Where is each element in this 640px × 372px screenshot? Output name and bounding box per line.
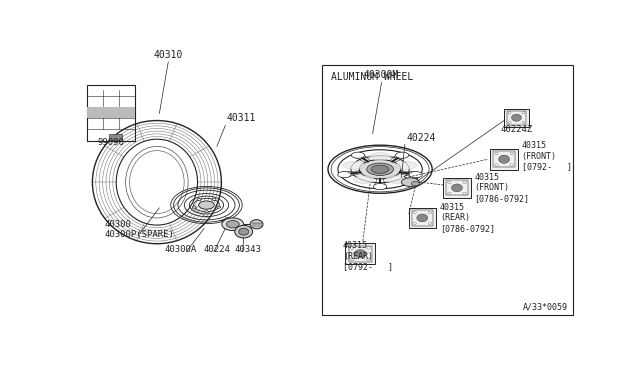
Ellipse shape bbox=[495, 152, 498, 155]
Text: 40311: 40311 bbox=[227, 113, 256, 124]
Text: 40300: 40300 bbox=[105, 220, 132, 230]
Text: 99090: 99090 bbox=[97, 138, 124, 147]
Bar bbox=[109, 134, 122, 140]
Ellipse shape bbox=[499, 155, 509, 163]
Ellipse shape bbox=[522, 122, 525, 124]
Bar bbox=[446, 180, 468, 195]
Ellipse shape bbox=[353, 176, 374, 183]
Text: 40300M: 40300M bbox=[364, 70, 399, 80]
Ellipse shape bbox=[351, 152, 365, 158]
Ellipse shape bbox=[350, 258, 354, 261]
Ellipse shape bbox=[409, 171, 422, 178]
Bar bbox=[88, 85, 134, 141]
Ellipse shape bbox=[350, 247, 354, 249]
Text: 40315
(REAR)
[0786-0792]: 40315 (REAR) [0786-0792] bbox=[440, 203, 495, 233]
Bar bbox=[412, 210, 433, 225]
Ellipse shape bbox=[217, 206, 221, 208]
Text: 40224Z: 40224Z bbox=[500, 125, 532, 134]
Text: A/33*0059: A/33*0059 bbox=[523, 303, 568, 312]
Ellipse shape bbox=[359, 160, 401, 179]
Ellipse shape bbox=[367, 163, 394, 176]
Text: 40315
(FRONT)
[0786-0792]: 40315 (FRONT) [0786-0792] bbox=[475, 173, 529, 203]
Ellipse shape bbox=[338, 171, 351, 178]
Bar bbox=[490, 149, 518, 170]
Ellipse shape bbox=[510, 152, 513, 155]
Ellipse shape bbox=[413, 211, 416, 214]
Ellipse shape bbox=[511, 114, 522, 121]
Ellipse shape bbox=[212, 199, 216, 201]
Ellipse shape bbox=[367, 258, 371, 261]
Text: 40315
(FRONT)
[0792-   ]: 40315 (FRONT) [0792- ] bbox=[522, 141, 572, 171]
Ellipse shape bbox=[522, 112, 525, 114]
Ellipse shape bbox=[396, 161, 417, 169]
Ellipse shape bbox=[401, 178, 419, 186]
Text: 40300P(SPARE): 40300P(SPARE) bbox=[105, 230, 175, 240]
Text: 40224: 40224 bbox=[204, 245, 231, 254]
Ellipse shape bbox=[451, 184, 463, 192]
Ellipse shape bbox=[448, 192, 451, 195]
Bar bbox=[408, 208, 436, 228]
Ellipse shape bbox=[235, 225, 253, 238]
Text: 40343: 40343 bbox=[235, 245, 262, 254]
Bar bbox=[444, 178, 470, 198]
Ellipse shape bbox=[227, 221, 239, 228]
Ellipse shape bbox=[463, 192, 466, 195]
Ellipse shape bbox=[495, 164, 498, 166]
Bar bbox=[507, 111, 526, 125]
Text: 40315
(REAR)
[0792-   ]: 40315 (REAR) [0792- ] bbox=[343, 241, 393, 271]
Ellipse shape bbox=[386, 176, 407, 183]
Ellipse shape bbox=[448, 181, 451, 183]
Text: 40224: 40224 bbox=[406, 134, 436, 144]
Ellipse shape bbox=[463, 181, 466, 183]
Ellipse shape bbox=[239, 228, 249, 235]
Ellipse shape bbox=[355, 250, 366, 258]
Bar bbox=[88, 107, 134, 118]
Text: 40300A: 40300A bbox=[164, 245, 196, 254]
Ellipse shape bbox=[198, 201, 214, 209]
Bar bbox=[349, 246, 372, 262]
Ellipse shape bbox=[344, 161, 365, 169]
Ellipse shape bbox=[373, 183, 387, 190]
Ellipse shape bbox=[222, 218, 244, 231]
Ellipse shape bbox=[508, 112, 511, 114]
Ellipse shape bbox=[413, 222, 416, 225]
Ellipse shape bbox=[396, 152, 409, 158]
Ellipse shape bbox=[412, 181, 419, 186]
Ellipse shape bbox=[367, 247, 371, 249]
Text: 40310: 40310 bbox=[154, 50, 183, 60]
Ellipse shape bbox=[428, 211, 431, 214]
Ellipse shape bbox=[371, 165, 389, 173]
Ellipse shape bbox=[417, 214, 428, 222]
Ellipse shape bbox=[197, 199, 201, 201]
Bar bbox=[346, 243, 375, 264]
Ellipse shape bbox=[508, 122, 511, 124]
Bar bbox=[504, 109, 529, 126]
Ellipse shape bbox=[192, 206, 196, 208]
Ellipse shape bbox=[205, 211, 209, 213]
Ellipse shape bbox=[510, 164, 513, 166]
Bar bbox=[322, 65, 573, 315]
Ellipse shape bbox=[428, 222, 431, 225]
Ellipse shape bbox=[225, 218, 230, 221]
Ellipse shape bbox=[250, 219, 263, 229]
Bar bbox=[493, 151, 515, 167]
Text: ALUMINUM WHEEL: ALUMINUM WHEEL bbox=[331, 72, 413, 82]
Ellipse shape bbox=[369, 153, 390, 160]
